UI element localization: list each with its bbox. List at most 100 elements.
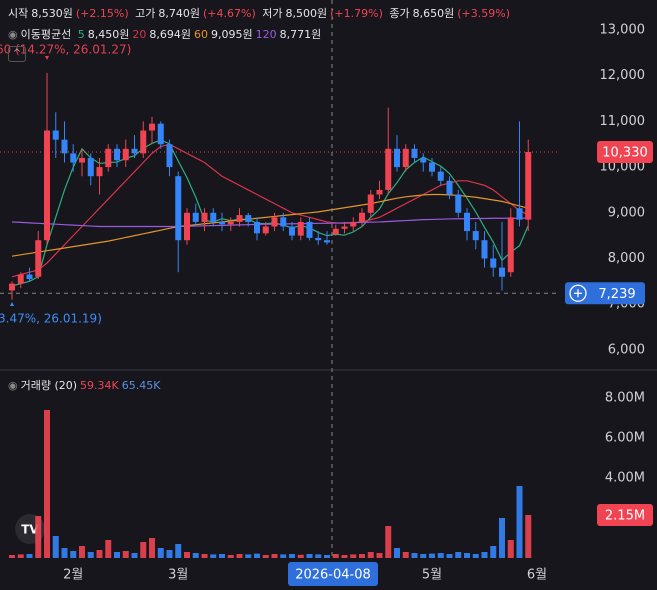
volume-bar bbox=[490, 546, 497, 558]
candle-body bbox=[184, 212, 190, 241]
y-tick-label: 8,000 bbox=[608, 251, 645, 266]
candle-body bbox=[437, 171, 444, 181]
candle-body bbox=[429, 162, 435, 172]
change: (+1.79%) bbox=[330, 7, 383, 20]
candle-body bbox=[385, 148, 392, 190]
candle-body bbox=[490, 258, 497, 268]
volume-bar bbox=[236, 554, 243, 558]
volume-bar bbox=[359, 554, 365, 558]
y-tick-label: 8.00M bbox=[605, 391, 645, 406]
volume-bar bbox=[262, 555, 269, 558]
y-tick-label: 6,000 bbox=[608, 342, 645, 357]
ma-line bbox=[11, 193, 529, 257]
volume-bar bbox=[149, 538, 155, 558]
candle-body bbox=[61, 139, 68, 154]
ma-line bbox=[11, 139, 529, 287]
volume-bar bbox=[96, 550, 103, 558]
volume-bar bbox=[306, 554, 313, 558]
candle-body bbox=[271, 217, 278, 227]
candle-body bbox=[140, 130, 147, 154]
crosshair-x-box bbox=[288, 562, 378, 586]
candle-body bbox=[175, 176, 182, 241]
volume-bar bbox=[297, 554, 304, 558]
low-arrow bbox=[10, 302, 14, 306]
candle-body bbox=[87, 157, 94, 177]
candle-body bbox=[516, 208, 523, 220]
y-tick-label: 9,000 bbox=[608, 205, 645, 220]
volume-bar bbox=[44, 410, 50, 558]
volume-bar bbox=[219, 554, 225, 558]
high-arrow bbox=[45, 56, 49, 60]
candle-body bbox=[262, 226, 269, 234]
volume-bar bbox=[332, 554, 339, 558]
x-tick-label: 6월 bbox=[527, 568, 547, 583]
change: (+2.15%) bbox=[75, 7, 129, 20]
eye-icon[interactable]: ◉ bbox=[8, 379, 18, 392]
candle-body bbox=[446, 180, 453, 195]
candle-body bbox=[105, 148, 112, 168]
candle-body bbox=[394, 148, 400, 168]
volume-bar bbox=[114, 552, 120, 558]
candle-body bbox=[481, 240, 488, 259]
candle-body bbox=[297, 221, 304, 236]
candle-body bbox=[411, 148, 418, 158]
volume-bar bbox=[464, 553, 470, 558]
volume-bar bbox=[472, 554, 479, 558]
volume-bar bbox=[245, 554, 252, 558]
volume-bar bbox=[385, 526, 392, 558]
label: 저가 bbox=[262, 7, 283, 20]
candle-body bbox=[324, 240, 330, 243]
last-price-label: 10,330 bbox=[602, 146, 648, 161]
volume-bar bbox=[437, 553, 444, 558]
volume-bar bbox=[184, 552, 190, 558]
value: 8,500원 bbox=[285, 7, 328, 20]
label: 고가 bbox=[135, 7, 156, 20]
candle-body bbox=[367, 194, 374, 213]
volume-bar bbox=[499, 518, 505, 558]
candle-body bbox=[52, 130, 59, 140]
candle-body bbox=[192, 212, 199, 222]
volume-value: 59.34K bbox=[80, 379, 119, 392]
candle-body bbox=[131, 148, 138, 154]
candle-body bbox=[157, 123, 164, 145]
high-note: 60 (14.27%, 26.01.27) bbox=[0, 43, 131, 57]
candle-body bbox=[499, 267, 505, 277]
add-button[interactable] bbox=[569, 284, 587, 302]
candle-body bbox=[245, 215, 252, 222]
y-tick-label: 6.00M bbox=[605, 431, 645, 446]
logo-mark: TV bbox=[21, 523, 39, 537]
eye-icon[interactable]: ◉ bbox=[8, 28, 18, 41]
ma-line bbox=[11, 143, 529, 278]
volume-bar bbox=[61, 548, 68, 558]
y-tick-label: 4.00M bbox=[605, 471, 645, 486]
candle-body bbox=[236, 215, 243, 222]
candle-body bbox=[122, 148, 129, 161]
volume-bar bbox=[420, 554, 427, 558]
value: 8,740원 bbox=[158, 7, 200, 20]
crosshair-y-box bbox=[565, 282, 645, 305]
y-tick-label: 13,000 bbox=[600, 22, 646, 37]
volume-bar bbox=[367, 552, 374, 558]
collapse-button[interactable]: ^ bbox=[8, 46, 26, 62]
volume-bar bbox=[315, 554, 322, 558]
ma-value: 9,095원 bbox=[210, 28, 253, 41]
candle-body bbox=[280, 217, 287, 227]
candle-body bbox=[201, 212, 208, 222]
volume-bar bbox=[166, 550, 173, 558]
candle-body bbox=[525, 152, 532, 220]
candle-body bbox=[44, 130, 50, 241]
candle-body bbox=[306, 221, 313, 238]
candle-body bbox=[114, 148, 120, 161]
ma-period: 5 bbox=[77, 28, 85, 41]
volume-bar bbox=[402, 552, 409, 558]
volume-bar bbox=[516, 486, 523, 558]
candle-body bbox=[420, 157, 427, 163]
volume-bar bbox=[525, 515, 532, 558]
candle-body bbox=[402, 148, 409, 168]
volume-bar bbox=[192, 553, 199, 558]
ma-value: 8,771원 bbox=[279, 28, 322, 41]
ma-value: 8,694원 bbox=[149, 28, 191, 41]
volume-bar bbox=[481, 552, 488, 558]
candle-body bbox=[96, 167, 103, 177]
